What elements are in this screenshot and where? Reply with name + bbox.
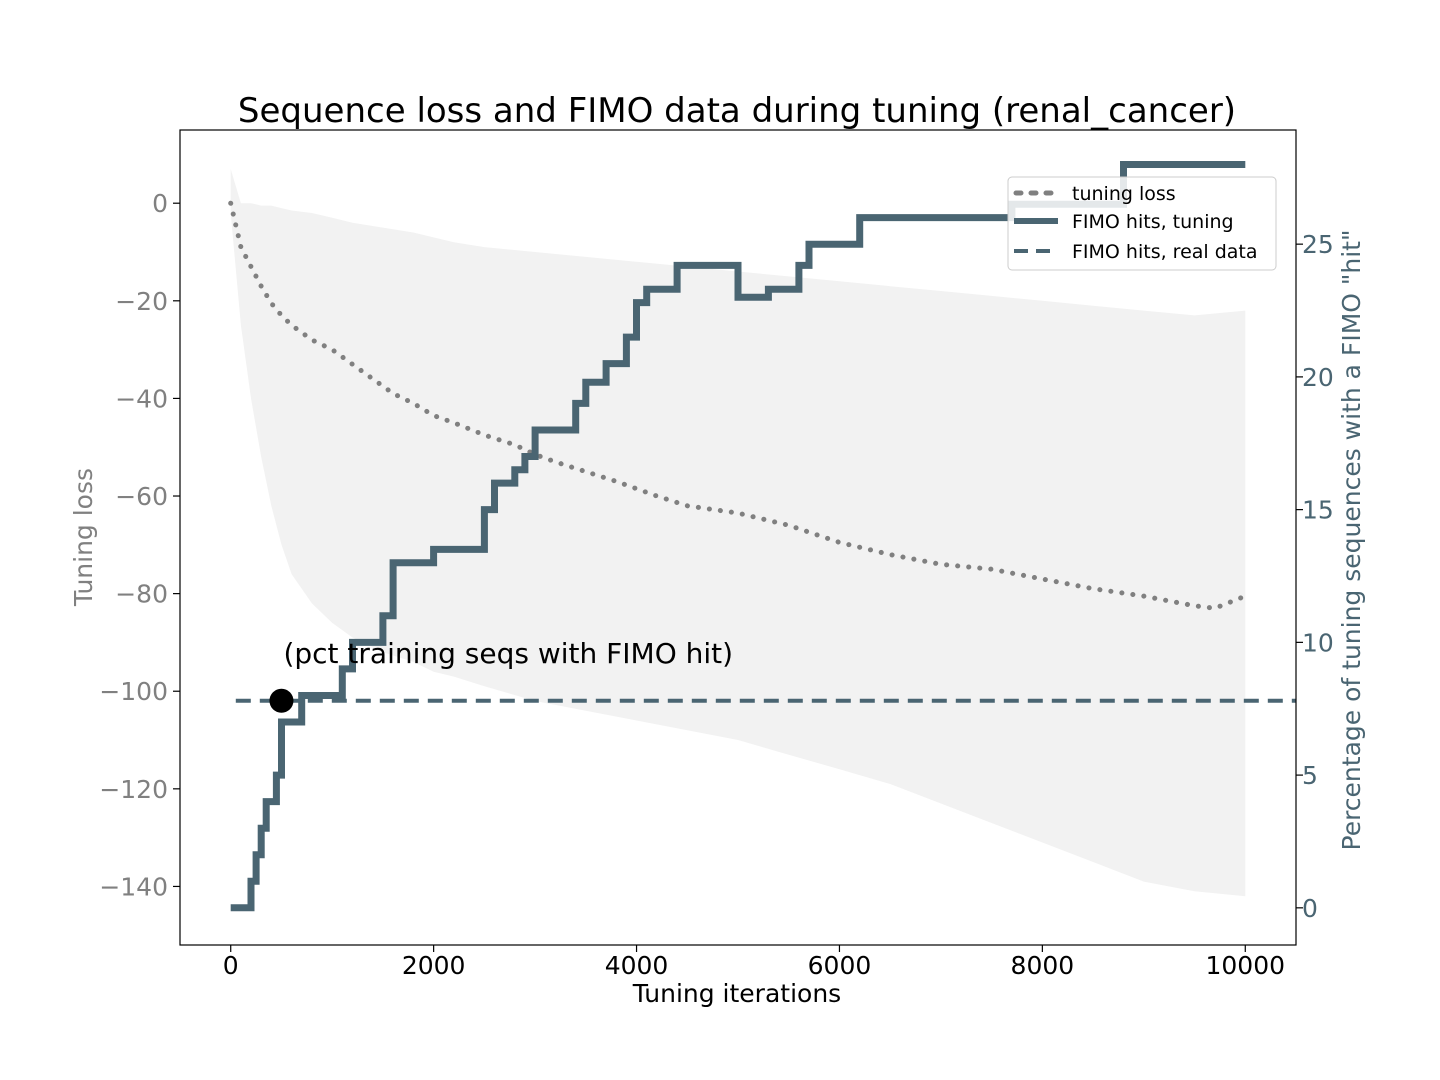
y-right-tick-label: 10 bbox=[1302, 628, 1334, 657]
y-left-tick-label: −40 bbox=[115, 384, 168, 413]
legend-box bbox=[1007, 176, 1277, 271]
y-left-tick-label: −60 bbox=[115, 482, 168, 511]
y-axis-left: 0 −20 −40 −60 −80 −100 −120 −140 bbox=[99, 189, 180, 901]
annotation-text: (pct training seqs with FIMO hit) bbox=[283, 637, 733, 670]
series-tuning-loss bbox=[228, 200, 1248, 611]
y-left-tick-label: −100 bbox=[99, 677, 168, 706]
annotation-layer: (pct training seqs with FIMO hit) bbox=[269, 637, 733, 713]
annotation-marker bbox=[269, 688, 294, 713]
y-axis-right-label: Percentage of tuning sequences with a FI… bbox=[1337, 230, 1366, 851]
y-axis-left-label: Tuning loss bbox=[69, 468, 98, 607]
y-left-tick-label: −80 bbox=[115, 580, 168, 609]
y-right-tick-label: 5 bbox=[1302, 761, 1318, 790]
x-tick-label: 0 bbox=[223, 951, 239, 980]
y-left-tick-label: 0 bbox=[152, 189, 168, 218]
series-fimo-tuning bbox=[230, 161, 1246, 912]
x-axis-label: Tuning iterations bbox=[632, 979, 841, 1008]
y-right-tick-label: 25 bbox=[1302, 230, 1334, 259]
legend: tuning loss FIMO hits, tuning FIMO hits,… bbox=[1007, 176, 1277, 271]
plot-frame bbox=[179, 129, 1297, 946]
y-axis-right: 0 5 10 15 20 25 bbox=[1296, 230, 1334, 923]
plot-area: (pct training seqs with FIMO hit) bbox=[228, 161, 1296, 912]
legend-label-tuning-loss: tuning loss bbox=[1072, 183, 1176, 205]
y-left-tick-label: −20 bbox=[115, 287, 168, 316]
y-right-tick-label: 15 bbox=[1302, 496, 1334, 525]
y-right-tick-label: 20 bbox=[1302, 363, 1334, 392]
x-tick-label: 6000 bbox=[808, 951, 872, 980]
fimo-line-layer bbox=[230, 161, 1246, 912]
chart-title: Sequence loss and FIMO data during tunin… bbox=[238, 91, 1236, 131]
x-tick-label: 10000 bbox=[1206, 951, 1286, 980]
legend-label-fimo-real: FIMO hits, real data bbox=[1072, 241, 1258, 263]
y-left-tick-label: −140 bbox=[99, 872, 168, 901]
y-left-tick-label: −120 bbox=[99, 775, 168, 804]
y-right-tick-label: 0 bbox=[1302, 894, 1318, 923]
x-axis: 0 2000 4000 6000 8000 10000 bbox=[223, 945, 1285, 980]
x-tick-label: 8000 bbox=[1011, 951, 1075, 980]
x-tick-label: 4000 bbox=[605, 951, 669, 980]
loss-band bbox=[230, 169, 1246, 897]
loss-line-layer bbox=[228, 200, 1248, 611]
legend-label-fimo-tuning: FIMO hits, tuning bbox=[1072, 211, 1234, 233]
loss-band-layer bbox=[230, 169, 1246, 897]
x-tick-label: 2000 bbox=[402, 951, 466, 980]
